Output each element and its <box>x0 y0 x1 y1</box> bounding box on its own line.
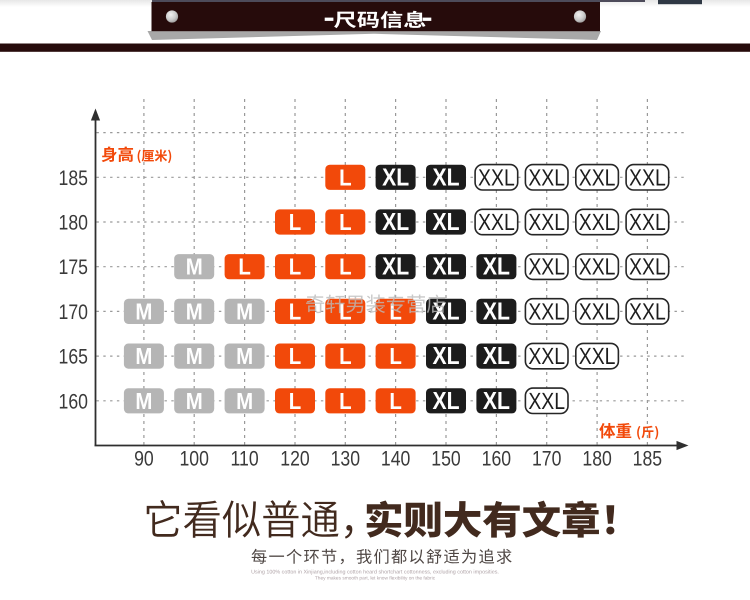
svg-text:M: M <box>236 388 253 414</box>
svg-text:XXL: XXL <box>629 298 666 324</box>
svg-text:185: 185 <box>59 167 88 190</box>
svg-text:165: 165 <box>59 346 88 369</box>
svg-text:XL: XL <box>483 388 510 415</box>
svg-text:L: L <box>339 254 351 280</box>
svg-text:XXL: XXL <box>528 298 565 324</box>
svg-text:XXL: XXL <box>528 343 565 369</box>
svg-text:L: L <box>289 343 301 369</box>
svg-text:M: M <box>135 298 152 324</box>
svg-text:120: 120 <box>280 448 309 471</box>
svg-text:140: 140 <box>381 448 410 471</box>
svg-text:M: M <box>186 343 203 369</box>
svg-text:150: 150 <box>431 448 460 471</box>
svg-text:170: 170 <box>59 301 88 324</box>
svg-text:XL: XL <box>382 209 409 236</box>
svg-text:XXL: XXL <box>528 388 565 414</box>
svg-text:130: 130 <box>331 448 360 471</box>
svg-text:L: L <box>339 209 351 235</box>
svg-text:L: L <box>339 298 351 324</box>
svg-text:XXL: XXL <box>579 254 616 280</box>
svg-text:M: M <box>135 388 152 414</box>
svg-text:XXL: XXL <box>579 209 616 235</box>
svg-text:XL: XL <box>382 254 409 281</box>
svg-text:L: L <box>339 164 351 190</box>
svg-text:XXL: XXL <box>528 164 565 190</box>
svg-text:XXL: XXL <box>629 209 666 235</box>
svg-text:XXL: XXL <box>478 164 515 190</box>
svg-text:XL: XL <box>382 164 409 191</box>
svg-text:XXL: XXL <box>528 254 565 280</box>
svg-text:L: L <box>238 254 250 280</box>
svg-text:L: L <box>339 343 351 369</box>
svg-text:XXL: XXL <box>579 343 616 369</box>
svg-text:L: L <box>289 298 301 324</box>
svg-text:M: M <box>236 343 253 369</box>
svg-text:160: 160 <box>482 448 511 471</box>
svg-text:180: 180 <box>582 448 611 471</box>
svg-text:M: M <box>186 254 203 280</box>
svg-text:XXL: XXL <box>579 164 616 190</box>
svg-text:170: 170 <box>532 448 561 471</box>
svg-text:They makes smooth part, let kn: They makes smooth part, let know flexibi… <box>315 576 436 582</box>
svg-text:M: M <box>186 388 203 414</box>
svg-text:XL: XL <box>432 254 459 281</box>
svg-text:XXL: XXL <box>528 209 565 235</box>
svg-text:110: 110 <box>231 448 259 471</box>
svg-text:90: 90 <box>134 448 154 471</box>
svg-text:XXL: XXL <box>579 298 616 324</box>
svg-text:L: L <box>289 209 301 235</box>
svg-text:M: M <box>135 343 152 369</box>
svg-text:XL: XL <box>432 164 459 191</box>
svg-text:XL: XL <box>432 388 459 415</box>
svg-text:L: L <box>389 343 401 369</box>
svg-text:XL: XL <box>483 343 510 370</box>
svg-text:XL: XL <box>432 209 459 236</box>
svg-text:175: 175 <box>59 256 88 279</box>
svg-text:L: L <box>389 388 401 414</box>
svg-text:XL: XL <box>483 298 510 325</box>
svg-text:XL: XL <box>432 343 459 370</box>
svg-text:XL: XL <box>483 254 510 281</box>
svg-text:XXL: XXL <box>629 254 666 280</box>
svg-text:185: 185 <box>633 448 662 471</box>
svg-text:L: L <box>289 388 301 414</box>
svg-text:Using 100% cotton in Xinjiang,: Using 100% cotton in Xinjiang,including … <box>251 570 499 576</box>
svg-text:L: L <box>289 254 301 280</box>
svg-text:180: 180 <box>59 212 88 235</box>
svg-text:M: M <box>236 298 253 324</box>
svg-text:L: L <box>339 388 351 414</box>
svg-text:160: 160 <box>59 390 88 413</box>
svg-text:100: 100 <box>179 448 208 471</box>
svg-text:XXL: XXL <box>629 164 666 190</box>
svg-text:XXL: XXL <box>478 209 515 235</box>
svg-text:M: M <box>186 298 203 324</box>
